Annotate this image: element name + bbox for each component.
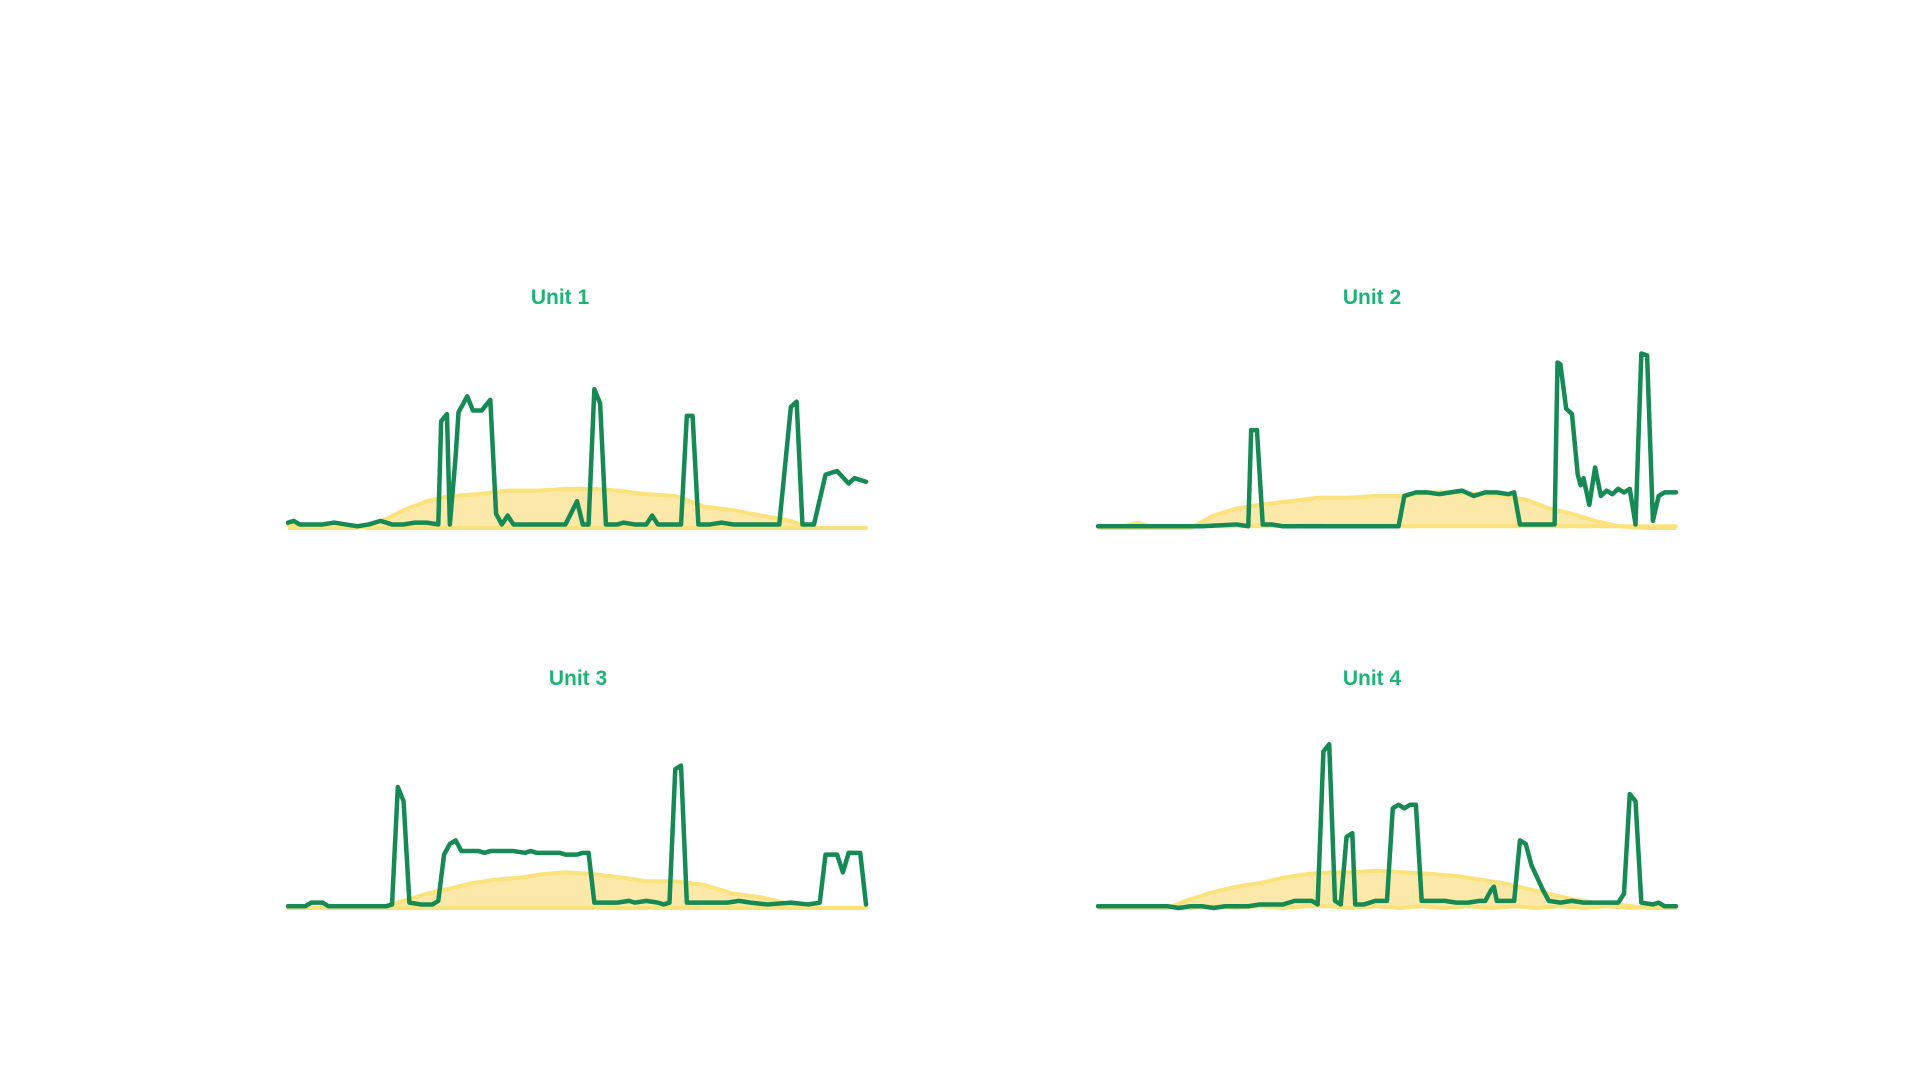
chart-title-unit-1: Unit 1 <box>530 286 590 309</box>
chart-title-unit-4: Unit 4 <box>1342 667 1402 690</box>
area-outline-line <box>288 486 866 530</box>
area-fill <box>288 872 866 908</box>
area-fill <box>1098 492 1676 528</box>
chart-unit-3 <box>285 763 869 910</box>
series-line-2 <box>285 763 869 909</box>
chart-unit-2 <box>1095 351 1679 530</box>
series-line-2 <box>1095 741 1679 911</box>
area-outline-line <box>288 870 866 910</box>
chart-unit-1 <box>285 386 869 530</box>
chart-title-unit-3: Unit 3 <box>548 667 608 690</box>
chart-title-unit-2: Unit 2 <box>1342 286 1402 309</box>
series-line-1 <box>286 522 868 530</box>
series-line-2 <box>285 386 869 529</box>
series-line-2 <box>1095 351 1679 529</box>
chart-unit-4 <box>1095 741 1679 911</box>
